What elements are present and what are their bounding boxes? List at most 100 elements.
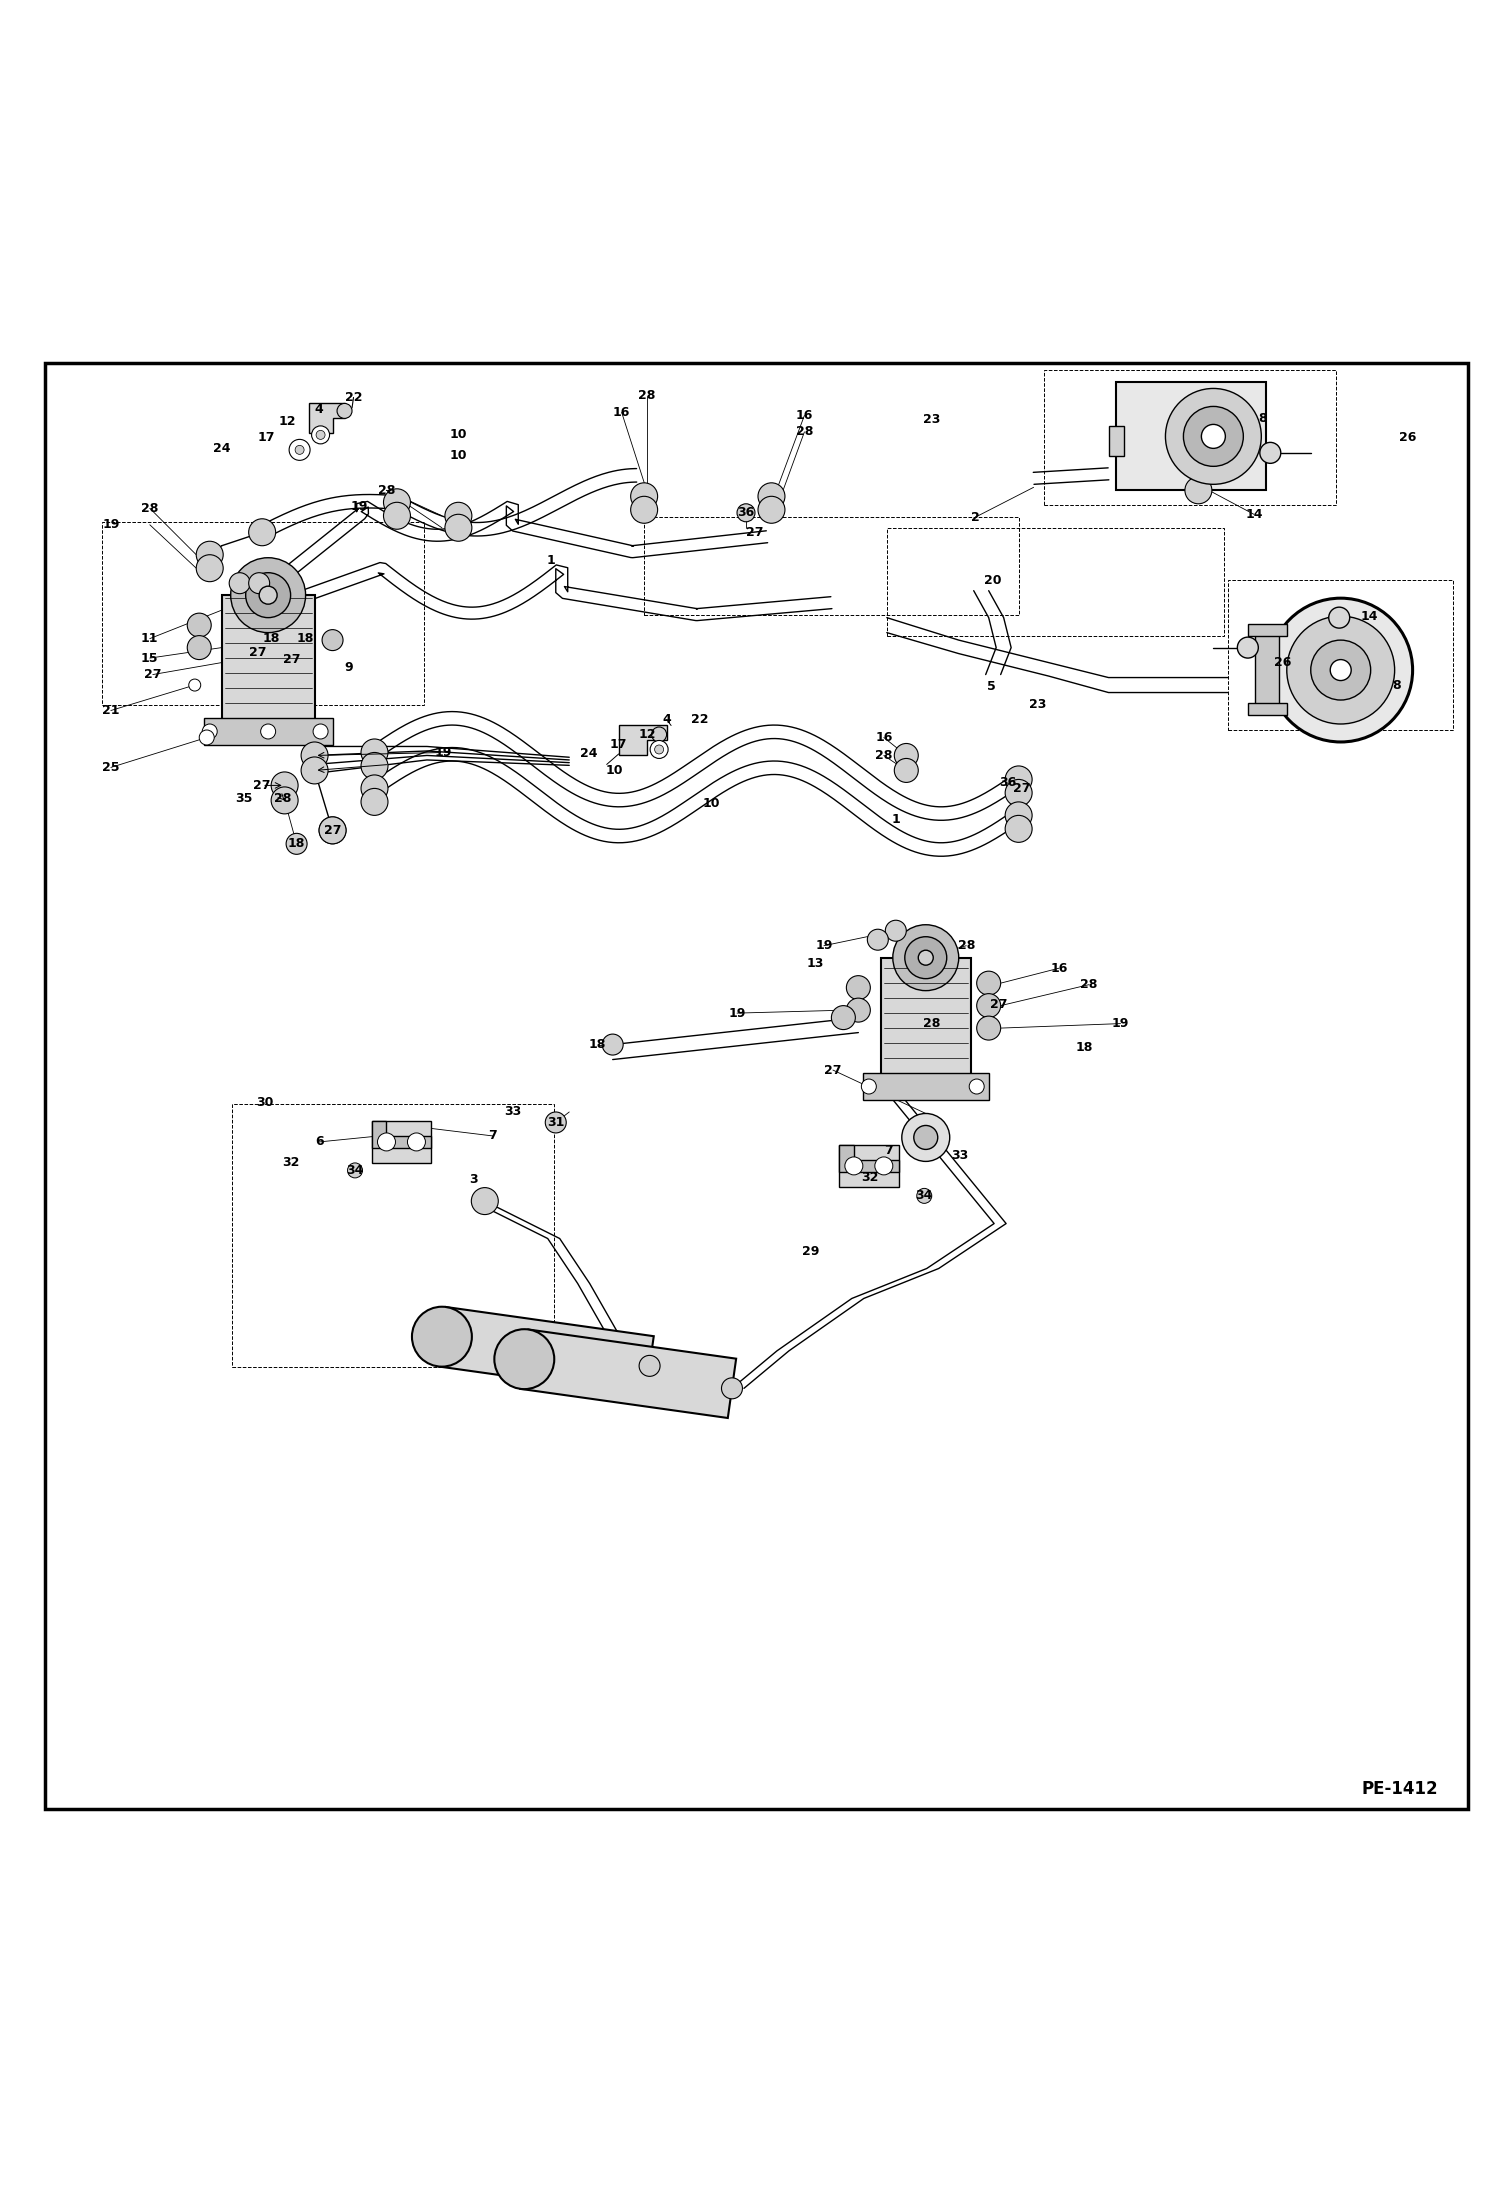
- Circle shape: [445, 513, 472, 542]
- Text: 12: 12: [638, 728, 656, 742]
- Circle shape: [875, 1156, 893, 1176]
- Circle shape: [319, 816, 346, 845]
- Circle shape: [918, 950, 933, 965]
- Circle shape: [445, 502, 472, 529]
- Text: 22: 22: [691, 713, 709, 726]
- Text: 3: 3: [469, 1174, 478, 1187]
- Text: 33: 33: [951, 1150, 969, 1163]
- Text: 19: 19: [815, 939, 833, 952]
- Circle shape: [655, 746, 664, 755]
- Circle shape: [977, 1016, 1001, 1040]
- Circle shape: [905, 937, 947, 979]
- Text: 34: 34: [915, 1189, 933, 1202]
- Circle shape: [295, 445, 304, 454]
- Circle shape: [1005, 766, 1032, 792]
- Circle shape: [231, 557, 306, 632]
- Text: 7: 7: [488, 1130, 497, 1143]
- Text: 1: 1: [547, 555, 556, 568]
- Polygon shape: [372, 1121, 431, 1147]
- Circle shape: [1269, 599, 1413, 742]
- Polygon shape: [839, 1145, 899, 1172]
- Circle shape: [312, 426, 330, 443]
- Text: 17: 17: [610, 739, 628, 753]
- Polygon shape: [309, 404, 345, 434]
- Circle shape: [650, 742, 668, 759]
- Circle shape: [196, 542, 223, 568]
- Text: 2: 2: [971, 511, 980, 524]
- Text: 19: 19: [728, 1007, 746, 1020]
- Circle shape: [894, 744, 918, 768]
- Text: 5: 5: [987, 680, 996, 693]
- Circle shape: [246, 573, 291, 619]
- Circle shape: [202, 724, 217, 739]
- Circle shape: [249, 573, 270, 595]
- Circle shape: [383, 489, 410, 516]
- Text: 25: 25: [102, 761, 120, 774]
- Text: 10: 10: [605, 764, 623, 777]
- Bar: [1248, 702, 1287, 715]
- Circle shape: [271, 772, 298, 799]
- Circle shape: [361, 788, 388, 816]
- Circle shape: [322, 630, 343, 652]
- Circle shape: [1237, 636, 1258, 658]
- Bar: [102, 522, 424, 704]
- Circle shape: [831, 1005, 855, 1029]
- Text: 28: 28: [923, 1018, 941, 1031]
- Text: 16: 16: [795, 408, 813, 421]
- Text: 27: 27: [324, 825, 342, 836]
- Text: 14: 14: [1360, 610, 1378, 623]
- Circle shape: [361, 739, 388, 766]
- Circle shape: [885, 919, 906, 941]
- Text: 23: 23: [1029, 698, 1047, 711]
- Text: 10: 10: [449, 428, 467, 441]
- Circle shape: [249, 518, 276, 546]
- Polygon shape: [619, 726, 667, 755]
- Bar: [1116, 382, 1266, 489]
- Circle shape: [383, 502, 410, 529]
- Circle shape: [545, 1112, 566, 1132]
- Circle shape: [861, 1079, 876, 1095]
- Text: 28: 28: [274, 792, 292, 805]
- Text: 16: 16: [1050, 961, 1068, 974]
- Circle shape: [1185, 476, 1212, 505]
- Text: 28: 28: [1080, 979, 1098, 992]
- Text: 12: 12: [279, 415, 297, 428]
- Circle shape: [1165, 388, 1261, 485]
- Circle shape: [1330, 660, 1351, 680]
- Circle shape: [969, 1079, 984, 1095]
- Circle shape: [377, 1132, 395, 1152]
- Text: 21: 21: [102, 704, 120, 717]
- Bar: [863, 1073, 989, 1099]
- Circle shape: [196, 555, 223, 581]
- Circle shape: [652, 726, 667, 742]
- Circle shape: [1005, 816, 1032, 842]
- Circle shape: [631, 483, 658, 509]
- Text: 32: 32: [861, 1172, 879, 1185]
- Circle shape: [845, 1156, 863, 1176]
- Bar: [881, 959, 971, 1077]
- Text: 27: 27: [824, 1064, 842, 1077]
- Text: 15: 15: [141, 652, 159, 665]
- Circle shape: [1329, 608, 1350, 627]
- Circle shape: [758, 496, 785, 522]
- Circle shape: [867, 930, 888, 950]
- Circle shape: [1311, 641, 1371, 700]
- Circle shape: [189, 680, 201, 691]
- Bar: [232, 1104, 554, 1367]
- Circle shape: [631, 496, 658, 522]
- Circle shape: [758, 483, 785, 509]
- Bar: [1255, 632, 1279, 706]
- Bar: [1248, 623, 1287, 636]
- Text: 28: 28: [141, 502, 159, 516]
- Text: 27: 27: [990, 998, 1008, 1011]
- Bar: [644, 518, 1019, 614]
- Bar: [372, 1121, 431, 1163]
- Circle shape: [289, 439, 310, 461]
- Text: 11: 11: [141, 632, 159, 645]
- Circle shape: [259, 586, 277, 603]
- Circle shape: [361, 774, 388, 801]
- Text: 19: 19: [1112, 1018, 1129, 1031]
- Circle shape: [1260, 443, 1281, 463]
- Text: 10: 10: [449, 450, 467, 463]
- Text: 27: 27: [746, 527, 764, 540]
